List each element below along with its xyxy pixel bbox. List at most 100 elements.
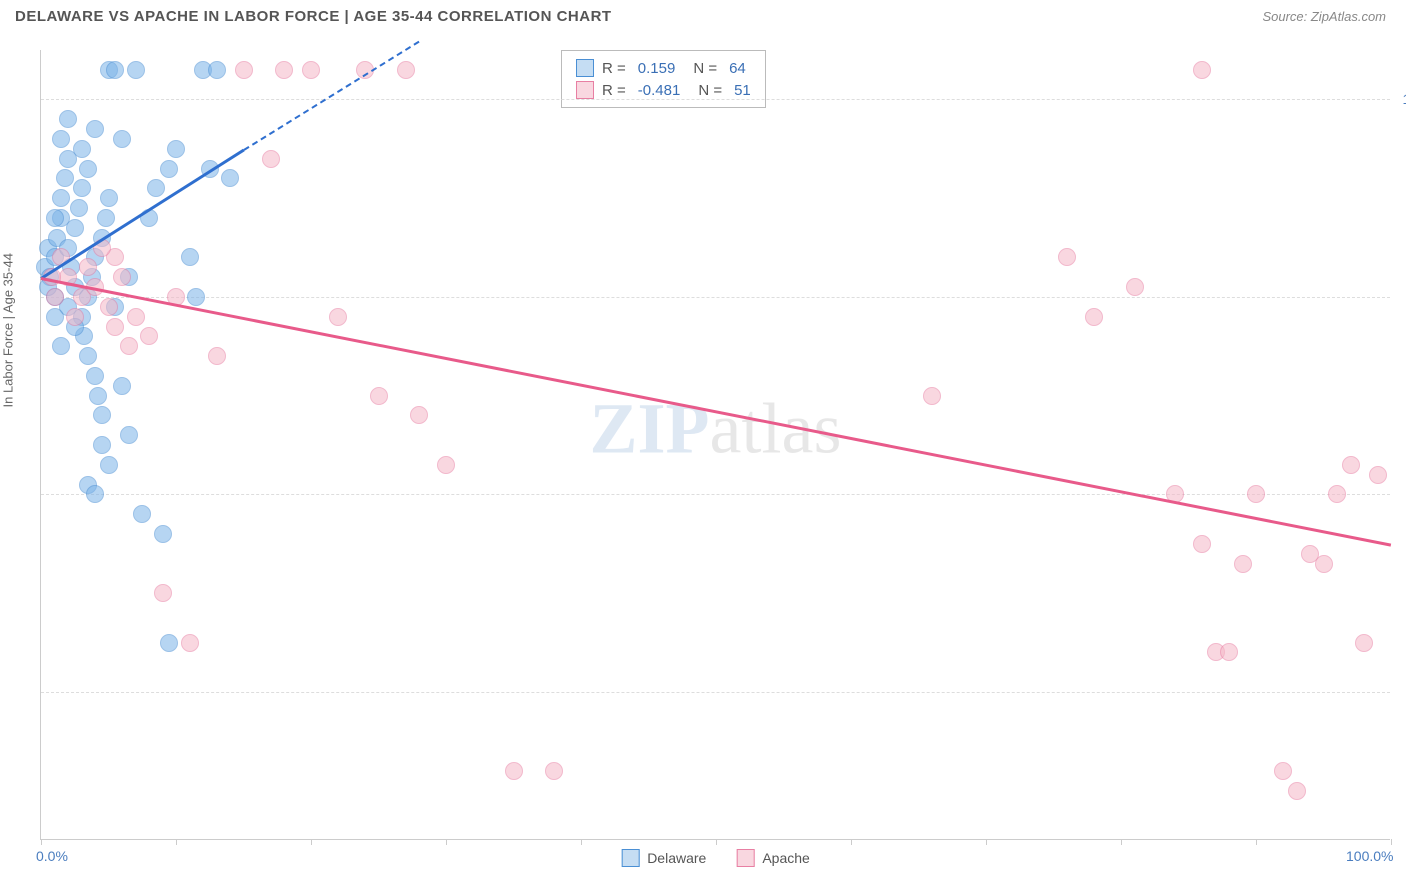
data-point	[133, 505, 151, 523]
data-point	[79, 347, 97, 365]
data-point	[106, 61, 124, 79]
y-tick-label: 100.0%	[1403, 91, 1406, 107]
x-tick	[716, 839, 717, 845]
data-point	[160, 634, 178, 652]
data-point	[93, 436, 111, 454]
data-point	[113, 130, 131, 148]
data-point	[46, 308, 64, 326]
data-point	[397, 61, 415, 79]
data-point	[275, 61, 293, 79]
data-point	[127, 308, 145, 326]
trend-line-extrapolated	[243, 40, 420, 151]
data-point	[1234, 555, 1252, 573]
data-point	[52, 337, 70, 355]
chart-title: DELAWARE VS APACHE IN LABOR FORCE | AGE …	[15, 8, 612, 25]
data-point	[160, 160, 178, 178]
gridline	[41, 297, 1390, 298]
data-point	[52, 130, 70, 148]
data-point	[208, 61, 226, 79]
data-point	[1247, 485, 1265, 503]
gridline	[41, 99, 1390, 100]
r-label: R =	[602, 82, 626, 99]
data-point	[262, 150, 280, 168]
data-point	[79, 160, 97, 178]
legend-item: Delaware	[621, 849, 706, 867]
legend-swatch	[736, 849, 754, 867]
legend-row: R =0.159N =64	[576, 57, 751, 79]
data-point	[127, 61, 145, 79]
data-point	[66, 219, 84, 237]
data-point	[181, 248, 199, 266]
data-point	[120, 426, 138, 444]
x-tick	[311, 839, 312, 845]
data-point	[235, 61, 253, 79]
legend-row: R = -0.481 N = 51	[576, 79, 751, 101]
data-point	[52, 189, 70, 207]
legend-label: Delaware	[647, 850, 706, 866]
data-point	[154, 525, 172, 543]
data-point	[545, 762, 563, 780]
data-point	[505, 762, 523, 780]
data-point	[73, 179, 91, 197]
chart-header: DELAWARE VS APACHE IN LABOR FORCE | AGE …	[0, 0, 1406, 33]
data-point	[93, 406, 111, 424]
data-point	[70, 199, 88, 217]
y-axis-label: In Labor Force | Age 35-44	[1, 253, 16, 407]
x-tick	[176, 839, 177, 845]
data-point	[1274, 762, 1292, 780]
x-tick	[581, 839, 582, 845]
data-point	[208, 347, 226, 365]
series-legend: Delaware Apache	[621, 849, 810, 867]
trend-line	[40, 149, 244, 279]
data-point	[1126, 278, 1144, 296]
data-point	[1220, 643, 1238, 661]
data-point	[113, 268, 131, 286]
data-point	[329, 308, 347, 326]
data-point	[410, 406, 428, 424]
data-point	[100, 298, 118, 316]
data-point	[1193, 535, 1211, 553]
data-point	[120, 337, 138, 355]
x-tick	[41, 839, 42, 845]
data-point	[100, 456, 118, 474]
n-value: 51	[734, 82, 751, 99]
data-point	[154, 584, 172, 602]
source-attribution: Source: ZipAtlas.com	[1262, 9, 1386, 24]
data-point	[73, 140, 91, 158]
data-point	[97, 209, 115, 227]
legend-label: Apache	[762, 850, 809, 866]
x-tick	[1121, 839, 1122, 845]
x-tick-label: 0.0%	[36, 848, 68, 864]
data-point	[86, 120, 104, 138]
data-point	[1085, 308, 1103, 326]
data-point	[437, 456, 455, 474]
x-tick	[446, 839, 447, 845]
r-value: -0.481	[638, 82, 681, 99]
data-point	[167, 140, 185, 158]
scatter-chart: ZIPatlas R =0.159N =64R =-0.481N =51 Del…	[40, 50, 1390, 840]
data-point	[923, 387, 941, 405]
data-point	[66, 308, 84, 326]
legend-item: Apache	[736, 849, 809, 867]
watermark-zip: ZIP	[590, 388, 710, 468]
data-point	[89, 387, 107, 405]
data-point	[1193, 61, 1211, 79]
data-point	[1369, 466, 1387, 484]
data-point	[147, 179, 165, 197]
data-point	[181, 634, 199, 652]
data-point	[1342, 456, 1360, 474]
x-tick	[1391, 839, 1392, 845]
legend-swatch	[621, 849, 639, 867]
n-label: N =	[698, 82, 722, 99]
data-point	[1315, 555, 1333, 573]
watermark-atlas: atlas	[710, 388, 842, 468]
n-label: N =	[693, 60, 717, 77]
x-tick-label: 100.0%	[1346, 848, 1393, 864]
r-value: 0.159	[638, 60, 676, 77]
data-point	[100, 189, 118, 207]
data-point	[59, 110, 77, 128]
data-point	[113, 377, 131, 395]
data-point	[1328, 485, 1346, 503]
legend-swatch	[576, 81, 594, 99]
data-point	[46, 288, 64, 306]
